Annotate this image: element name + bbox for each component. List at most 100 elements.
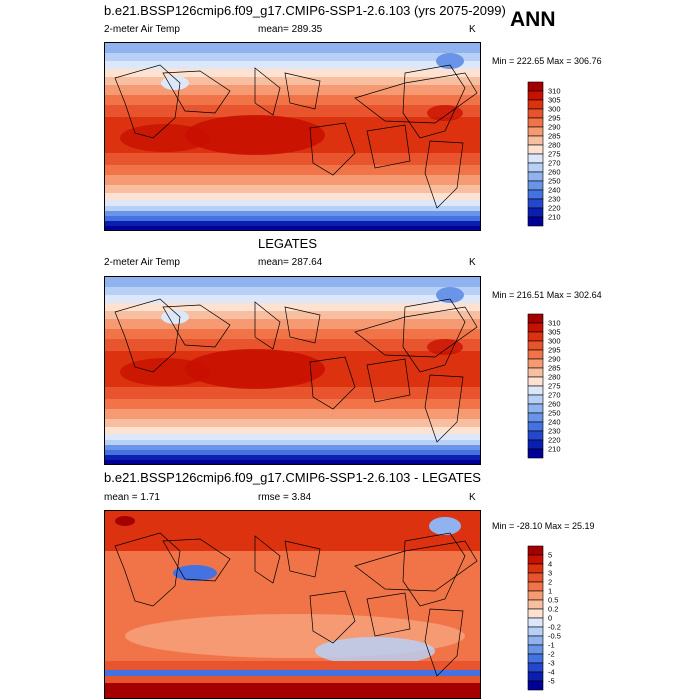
colorbar-swatch <box>527 448 544 459</box>
colorbar-tick-label: 300 <box>548 105 561 114</box>
panel2-units-label: K <box>469 257 476 268</box>
colorbar-tick-label: 270 <box>548 391 561 400</box>
colorbar-swatch <box>527 331 544 342</box>
panel3-units-label: K <box>469 492 476 503</box>
colorbar-swatch <box>527 403 544 414</box>
colorbar-swatch <box>527 171 544 182</box>
colorbar-swatch <box>527 430 544 441</box>
colorbar-swatch <box>527 635 544 646</box>
colorbar-tick-label: 250 <box>548 409 561 418</box>
colorbar-tick-label: 3 <box>548 569 552 578</box>
colorbar-tick-label: 275 <box>548 150 561 159</box>
panel2-variable-label: 2-meter Air Temp <box>104 257 180 268</box>
colorbar-tick-label: 280 <box>548 141 561 150</box>
colorbar-swatch <box>527 394 544 405</box>
colorbar-swatch <box>527 135 544 146</box>
colorbar-tick-label: 2 <box>548 578 552 587</box>
colorbar-swatch <box>527 207 544 218</box>
colorbar-swatch <box>527 554 544 565</box>
colorbar-tick-label: -2 <box>548 650 555 659</box>
colorbar-swatch <box>527 108 544 119</box>
colorbar-swatch <box>527 653 544 664</box>
colorbar-swatch <box>527 322 544 333</box>
colorbar-swatch <box>527 599 544 610</box>
colorbar-swatch <box>527 367 544 378</box>
panel1-minmax-label: Min = 222.65 Max = 306.76 <box>492 56 602 66</box>
colorbar-tick-label: -4 <box>548 668 555 677</box>
colorbar-swatch <box>527 153 544 164</box>
colorbar-swatch <box>527 180 544 191</box>
colorbar-swatch <box>527 572 544 583</box>
colorbar-tick-label: 305 <box>548 328 561 337</box>
colorbar-swatch <box>527 617 544 628</box>
panel3-minmax-label: Min = -28.10 Max = 25.19 <box>492 521 595 531</box>
colorbar-swatch <box>527 340 544 351</box>
season-label: ANN <box>510 8 556 31</box>
colorbar-tick-label: 310 <box>548 319 561 328</box>
colorbar-swatch <box>527 198 544 209</box>
colorbar-tick-label: -1 <box>548 641 555 650</box>
colorbar-swatch <box>527 581 544 592</box>
panel1-title: b.e21.BSSP126cmip6.f09_g17.CMIP6-SSP1-2.… <box>104 3 506 18</box>
colorbar-tick-label: 0 <box>548 614 552 623</box>
colorbar-tick-label: 270 <box>548 159 561 168</box>
colorbar-tick-label: 260 <box>548 168 561 177</box>
colorbar-swatch <box>527 644 544 655</box>
colorbar-tick-label: 260 <box>548 400 561 409</box>
colorbar-swatch <box>527 376 544 387</box>
colorbar-tick-label: -5 <box>548 677 555 686</box>
panel2-minmax-label: Min = 216.51 Max = 302.64 <box>492 290 602 300</box>
colorbar-tick-label: 230 <box>548 195 561 204</box>
colorbar-swatch <box>527 126 544 137</box>
colorbar-tick-label: 220 <box>548 436 561 445</box>
colorbar-tick-label: 295 <box>548 346 561 355</box>
colorbar-swatch <box>527 189 544 200</box>
panel2-map-plot <box>105 277 480 464</box>
colorbar-tick-label: 280 <box>548 373 561 382</box>
colorbar-tick-label: 230 <box>548 427 561 436</box>
panel1-map-plot <box>105 43 480 230</box>
panel3-rmse-label: rmse = 3.84 <box>258 492 312 503</box>
colorbar-swatch <box>527 608 544 619</box>
colorbar-swatch <box>527 216 544 227</box>
colorbar-swatch <box>527 144 544 155</box>
panel2-map <box>104 276 481 465</box>
colorbar-swatch <box>527 439 544 450</box>
panel2-mean-label: mean= 287.64 <box>258 257 323 268</box>
colorbar-tick-label: -3 <box>548 659 555 668</box>
panel2-title: LEGATES <box>258 236 318 251</box>
colorbar-swatch <box>527 626 544 637</box>
panel3-title: b.e21.BSSP126cmip6.f09_g17.CMIP6-SSP1-2.… <box>104 470 481 485</box>
colorbar-tick-label: 295 <box>548 114 561 123</box>
panel3-map <box>104 510 481 699</box>
colorbar-swatch <box>527 662 544 673</box>
colorbar-tick-label: 210 <box>548 213 561 222</box>
colorbar-swatch <box>527 349 544 360</box>
colorbar-tick-label: 220 <box>548 204 561 213</box>
colorbar-swatch <box>527 90 544 101</box>
colorbar-swatch <box>527 421 544 432</box>
colorbar-swatch <box>527 545 544 556</box>
colorbar-swatch <box>527 563 544 574</box>
colorbar-swatch <box>527 385 544 396</box>
colorbar-swatch <box>527 313 544 324</box>
colorbar-tick-label: 250 <box>548 177 561 186</box>
colorbar-tick-label: 300 <box>548 337 561 346</box>
colorbar-tick-label: 285 <box>548 364 561 373</box>
colorbar-tick-label: -0.5 <box>548 632 561 641</box>
colorbar-tick-label: 5 <box>548 551 552 560</box>
colorbar-tick-label: 290 <box>548 355 561 364</box>
panel3-colorbar: 5 4 3 2 1 0.5 0.2 0 -0.2 -0.5 -1 -2 -3 -4 -5 <box>527 545 588 694</box>
colorbar-tick-label: 290 <box>548 123 561 132</box>
colorbar-tick-label: 305 <box>548 96 561 105</box>
colorbar-swatch <box>527 671 544 682</box>
colorbar-tick-label: 0.2 <box>548 605 558 614</box>
colorbar-tick-label: 240 <box>548 418 561 427</box>
colorbar-tick-label: 210 <box>548 445 561 454</box>
colorbar-swatch <box>527 358 544 369</box>
panel1-colorbar: 310 305 300 295 290 285 280 275 270 260 250 240 230 2… <box>527 81 588 230</box>
colorbar-tick-label: 310 <box>548 87 561 96</box>
panel2-colorbar: 310 305 300 295 290 285 280 275 270 260 250 240 230 2… <box>527 313 588 462</box>
panel1-mean-label: mean= 289.35 <box>258 24 323 35</box>
colorbar-swatch <box>527 81 544 92</box>
